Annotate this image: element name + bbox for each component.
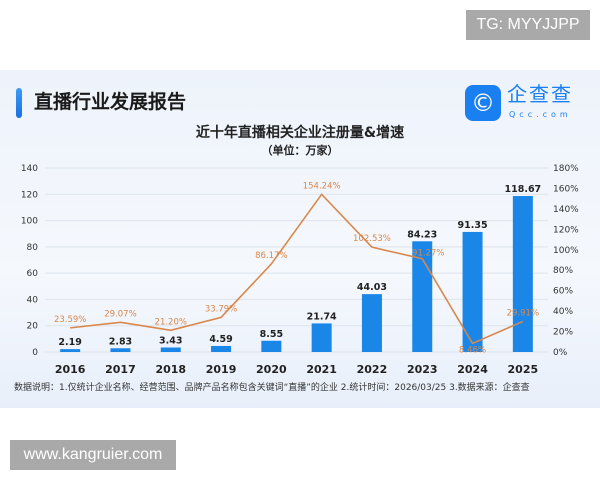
- chart-subtitle: （单位：万家）: [261, 144, 339, 157]
- logo-url: Qcc.com: [509, 110, 572, 119]
- line-label: 154.24%: [303, 181, 341, 191]
- left-tick-label: 60: [27, 269, 39, 279]
- line-label: 29.07%: [104, 309, 136, 319]
- bar: [261, 340, 282, 352]
- logo-name: 企查查: [507, 82, 573, 106]
- bar: [60, 349, 81, 352]
- bar: [110, 348, 131, 352]
- report-title: 直播行业发展报告: [34, 91, 187, 113]
- line-label: 86.17%: [255, 251, 287, 261]
- right-tick-label: 40%: [553, 307, 573, 317]
- x-tick-label: 2021: [306, 363, 337, 376]
- line-label: 23.59%: [54, 315, 86, 325]
- bar-label: 8.55: [260, 329, 283, 340]
- x-tick-label: 2020: [256, 363, 287, 376]
- bar-label: 3.43: [159, 335, 182, 346]
- line-label: 8.46%: [459, 345, 486, 355]
- bar-label: 2.19: [58, 337, 81, 348]
- x-tick-label: 2025: [508, 363, 539, 376]
- x-tick-label: 2022: [357, 363, 388, 376]
- bar-label: 84.23: [407, 229, 437, 240]
- right-tick-label: 80%: [553, 266, 573, 276]
- left-tick-label: 120: [21, 190, 38, 200]
- right-tick-label: 120%: [553, 225, 579, 235]
- chart-title: 近十年直播相关企业注册量&增速: [195, 125, 405, 141]
- data-note: 数据说明：1.仅统计企业名称、经营范围、品牌产品名称包含关键词“直播”的企业 2…: [14, 383, 530, 393]
- bar: [412, 241, 433, 352]
- line-label: 102.53%: [353, 234, 391, 244]
- right-tick-label: 180%: [553, 164, 579, 174]
- title-accent-bar: [16, 88, 22, 118]
- line-label: 91.27%: [412, 249, 444, 259]
- bar-label: 91.35: [458, 220, 488, 231]
- left-tick-label: 100: [21, 217, 38, 227]
- bar-label: 118.67: [505, 184, 542, 195]
- qcc-logo-icon: ©: [465, 85, 501, 121]
- bar: [462, 231, 483, 352]
- right-tick-label: 140%: [553, 205, 579, 215]
- bar: [311, 323, 332, 352]
- right-tick-label: 0%: [553, 348, 568, 358]
- line-label: 33.79%: [205, 304, 237, 314]
- left-tick-label: 0: [32, 348, 38, 358]
- growth-line: [70, 193, 524, 345]
- left-tick-label: 40: [27, 295, 39, 305]
- line-label: 21.20%: [155, 317, 187, 327]
- bar-label: 21.74: [307, 311, 337, 322]
- right-tick-label: 20%: [553, 328, 573, 338]
- watermark-bottom: www.kangruier.com: [10, 440, 176, 470]
- x-tick-label: 2016: [55, 363, 86, 376]
- left-tick-label: 140: [21, 164, 38, 174]
- left-tick-label: 80: [27, 243, 39, 253]
- right-tick-label: 60%: [553, 287, 573, 297]
- right-tick-label: 160%: [553, 184, 579, 194]
- bar-label: 2.83: [109, 336, 132, 347]
- x-tick-label: 2019: [206, 363, 237, 376]
- bar-label: 4.59: [209, 334, 232, 345]
- left-tick-label: 20: [27, 322, 39, 332]
- qcc-logo: © 企查查 Qcc.com: [465, 82, 590, 121]
- x-tick-label: 2017: [105, 363, 136, 376]
- x-tick-label: 2024: [457, 363, 488, 376]
- bar-label: 44.03: [357, 282, 387, 293]
- watermark-top: TG: MYYJJPP: [466, 10, 590, 40]
- x-tick-label: 2018: [155, 363, 186, 376]
- bar: [361, 294, 382, 352]
- line-label: 29.91%: [507, 308, 539, 318]
- x-tick-label: 2023: [407, 363, 438, 376]
- bar: [160, 347, 181, 352]
- bar: [211, 345, 232, 352]
- bar: [512, 196, 533, 352]
- right-tick-label: 100%: [553, 246, 579, 256]
